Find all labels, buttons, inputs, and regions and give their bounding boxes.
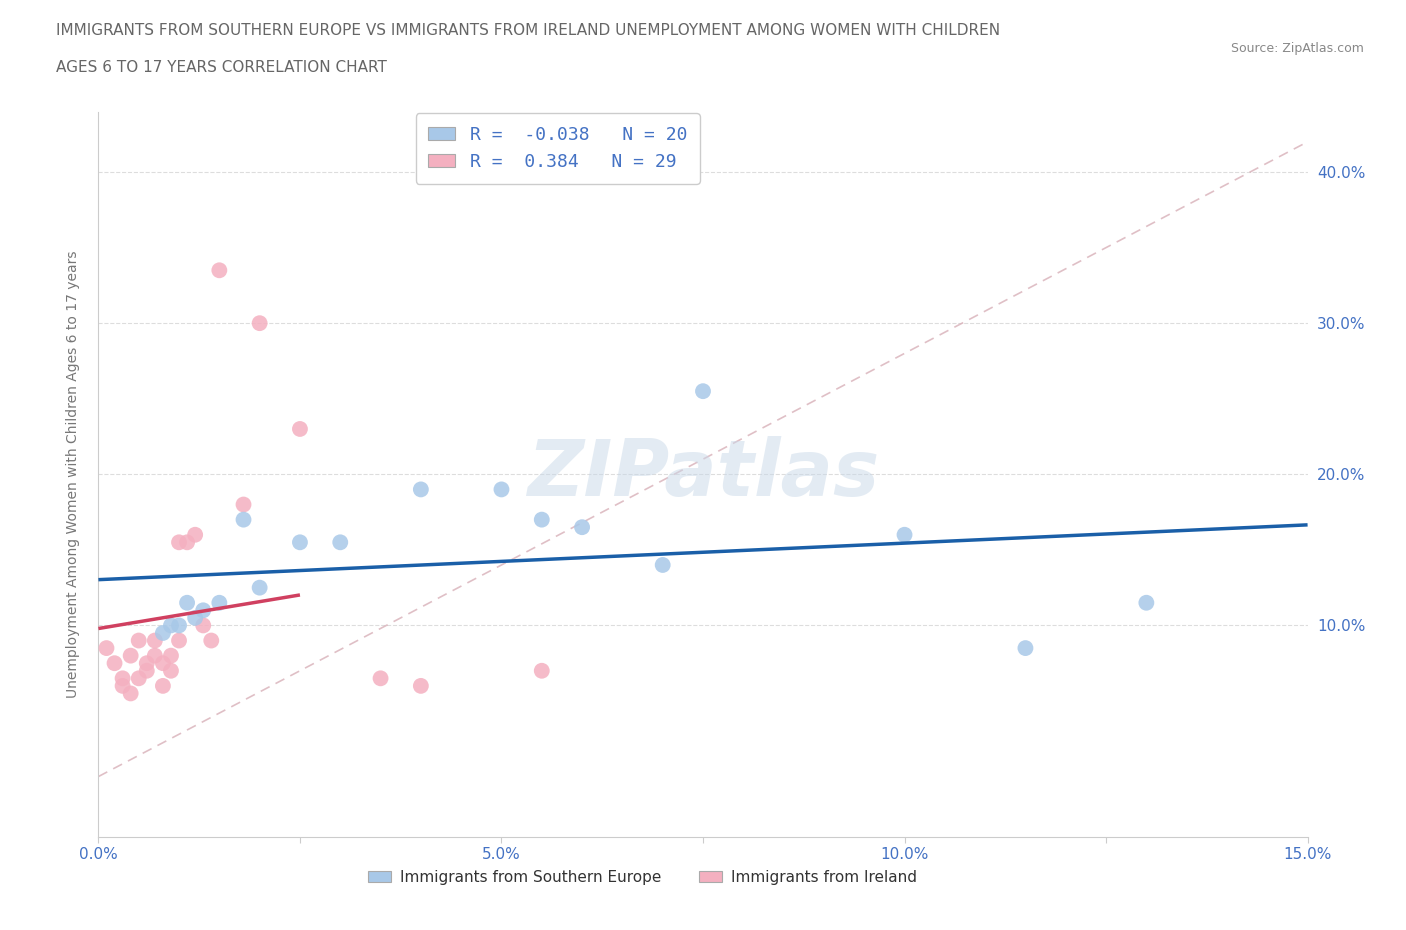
Point [167,618,190,633]
Point [128,633,150,648]
Point [103,656,125,671]
Y-axis label: Unemployment Among Women with Children Ages 6 to 17 years: Unemployment Among Women with Children A… [66,250,80,698]
Point [135,656,157,671]
Point [571,520,593,535]
Point [200,633,222,648]
Point [167,633,190,648]
Point [193,603,215,618]
Point [288,421,311,436]
Point [193,618,215,633]
Point [1014,641,1036,656]
Text: AGES 6 TO 17 YEARS CORRELATION CHART: AGES 6 TO 17 YEARS CORRELATION CHART [56,60,387,75]
Point [1135,595,1157,610]
Point [409,679,432,694]
Point [135,663,157,678]
Point [160,618,183,633]
Point [160,663,183,678]
Point [152,656,174,671]
Point [491,482,513,497]
Point [120,686,142,701]
Point [893,527,915,542]
Legend: Immigrants from Southern Europe, Immigrants from Ireland: Immigrants from Southern Europe, Immigra… [361,864,924,891]
Text: Source: ZipAtlas.com: Source: ZipAtlas.com [1230,42,1364,55]
Point [530,663,553,678]
Point [143,648,166,663]
Point [111,671,134,685]
Point [530,512,553,527]
Point [184,610,207,625]
Text: IMMIGRANTS FROM SOUTHERN EUROPE VS IMMIGRANTS FROM IRELAND UNEMPLOYMENT AMONG WO: IMMIGRANTS FROM SOUTHERN EUROPE VS IMMIG… [56,23,1000,38]
Point [120,648,142,663]
Point [329,535,352,550]
Point [176,595,198,610]
Point [288,535,311,550]
Point [370,671,392,685]
Point [143,633,166,648]
Point [249,316,271,331]
Point [184,527,207,542]
Point [208,263,231,278]
Point [111,679,134,694]
Point [167,535,190,550]
Point [152,626,174,641]
Point [152,679,174,694]
Point [692,384,714,399]
Point [232,512,254,527]
Point [651,558,673,573]
Point [160,648,183,663]
Point [409,482,432,497]
Text: ZIPatlas: ZIPatlas [527,436,879,512]
Point [208,595,231,610]
Point [249,580,271,595]
Point [176,535,198,550]
Point [128,671,150,685]
Point [96,641,118,656]
Point [232,498,254,512]
